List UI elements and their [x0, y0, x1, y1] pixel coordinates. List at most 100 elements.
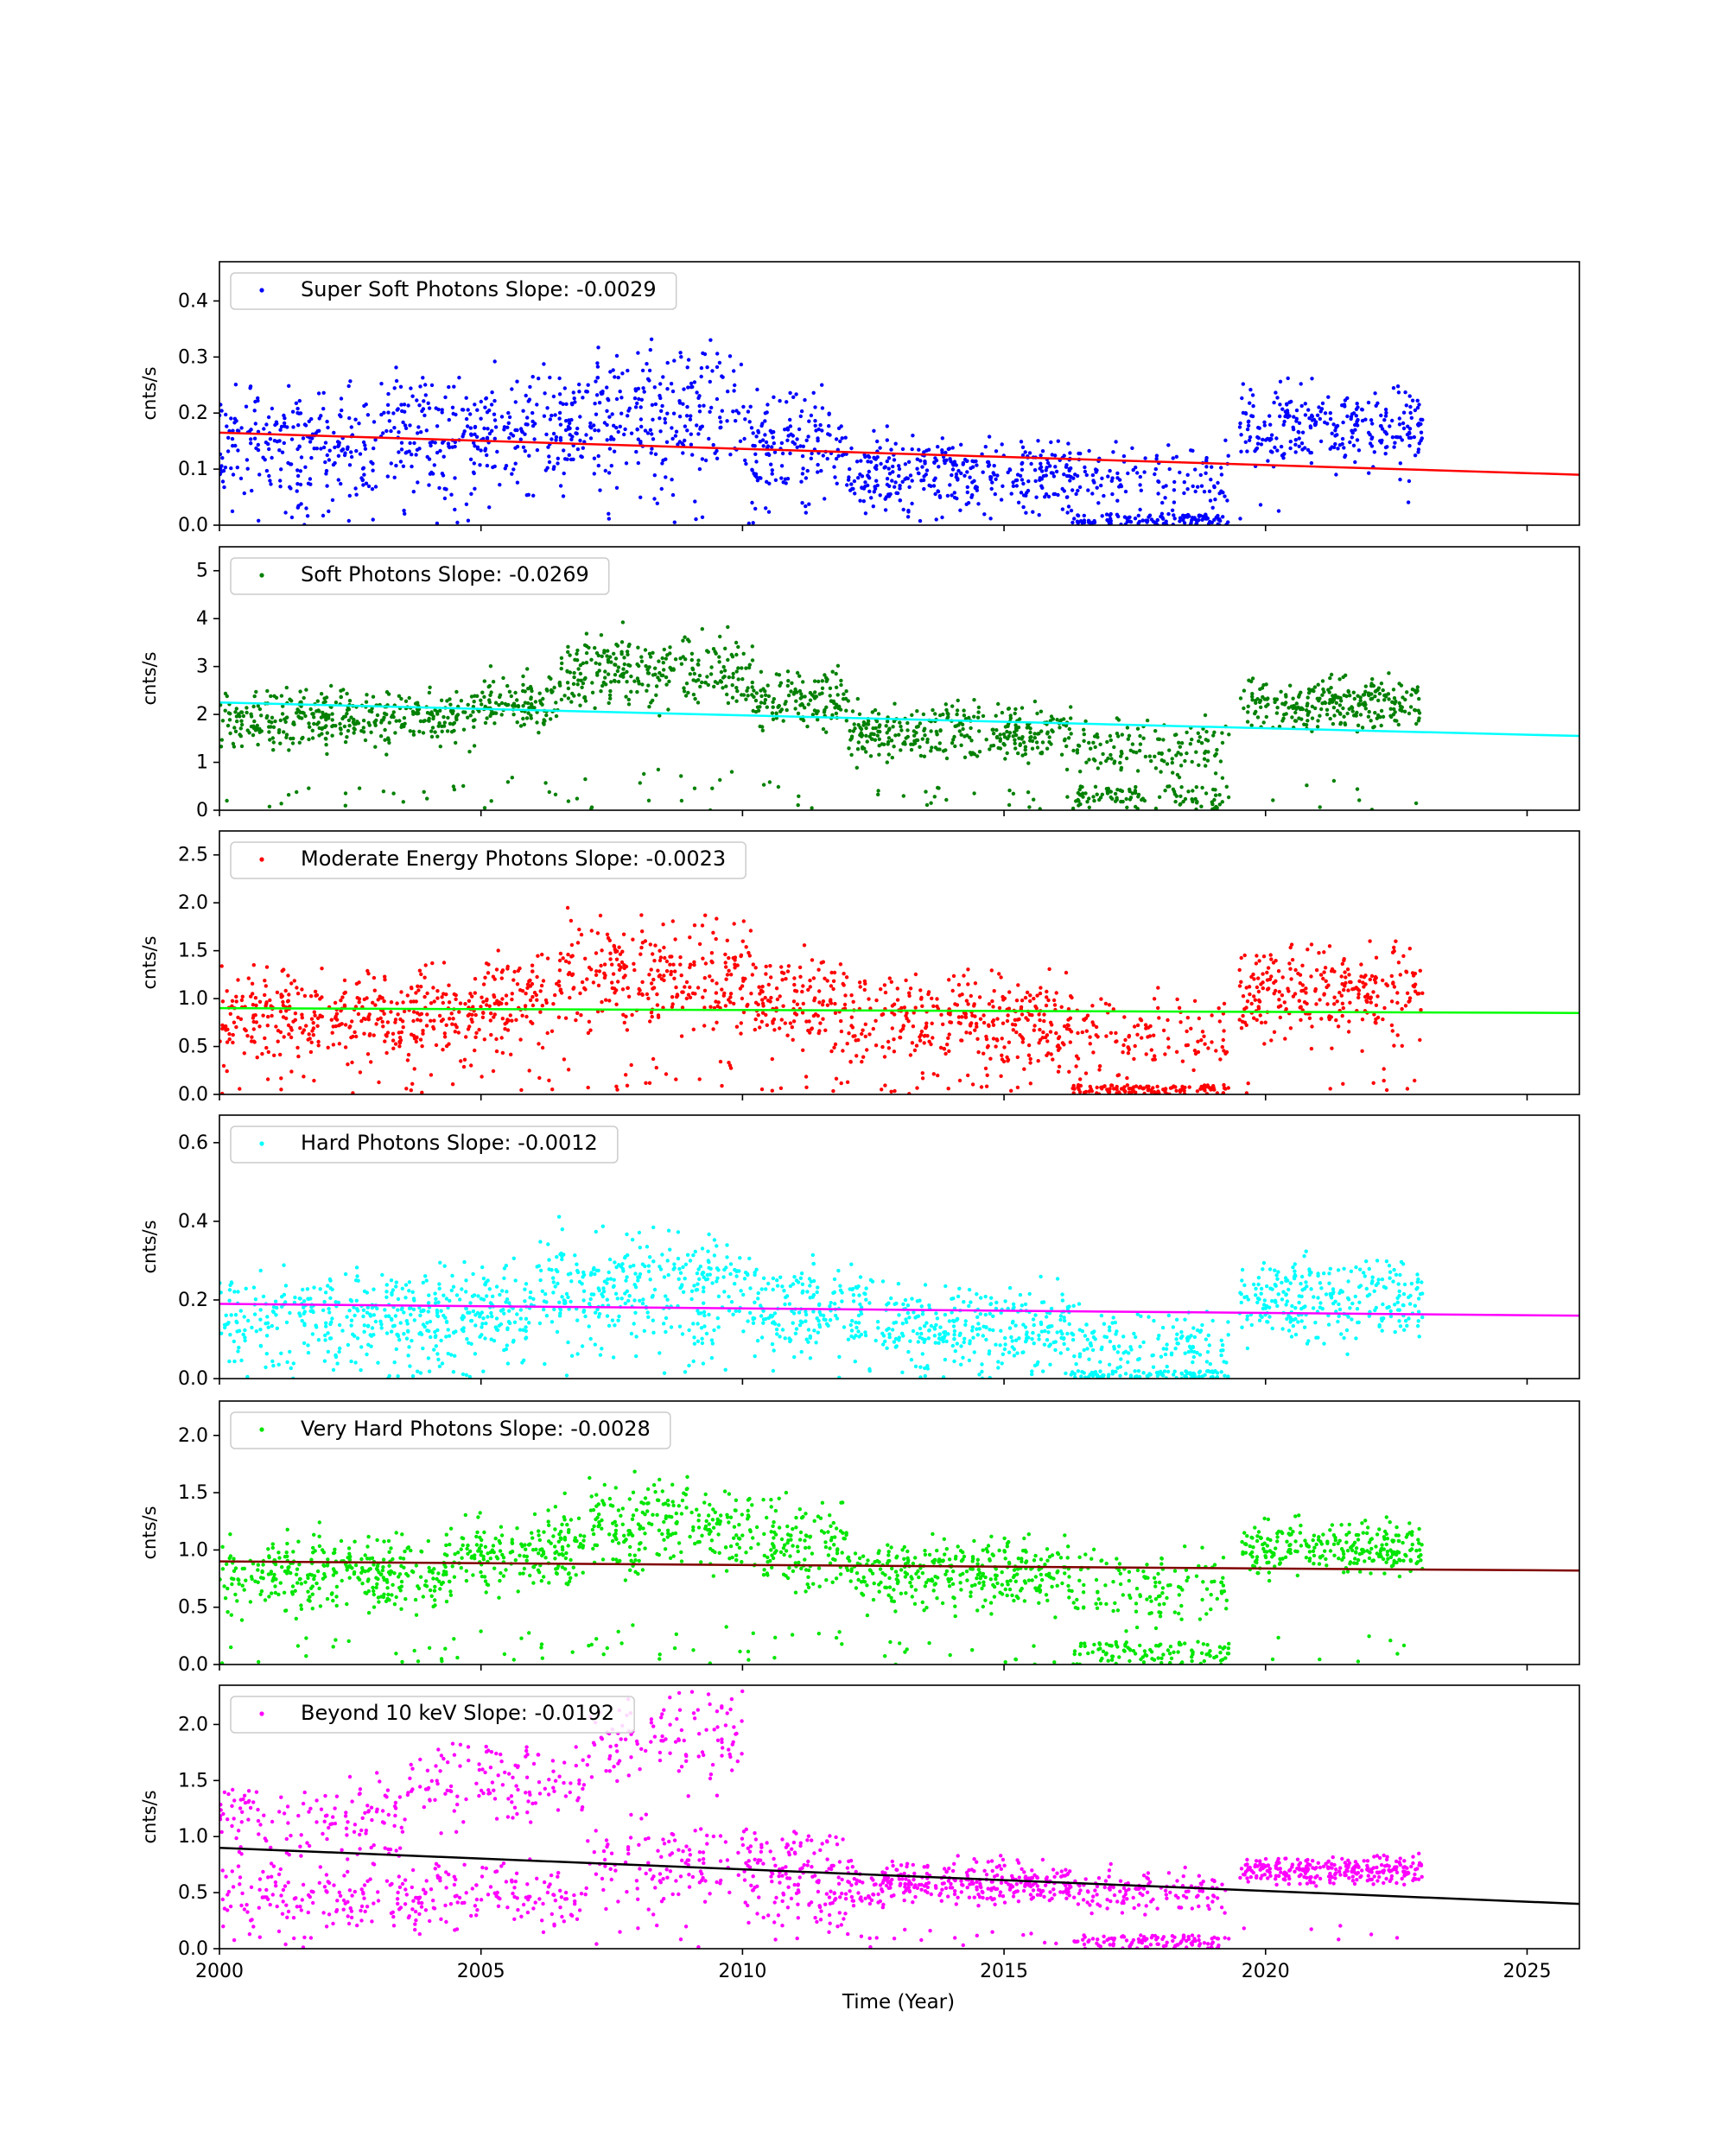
data-point — [291, 721, 295, 726]
data-point — [480, 702, 484, 707]
data-point — [405, 1058, 410, 1062]
data-point — [1407, 711, 1412, 716]
data-point — [646, 683, 651, 688]
data-point — [990, 480, 994, 485]
data-point — [886, 492, 891, 497]
data-point — [220, 1023, 225, 1028]
data-point — [624, 461, 629, 466]
data-point — [297, 398, 302, 403]
data-point — [619, 411, 624, 415]
data-point — [1402, 709, 1407, 713]
data-point — [301, 710, 305, 715]
data-point — [750, 973, 754, 977]
data-point — [384, 1050, 389, 1056]
data-point — [227, 718, 232, 722]
data-point — [1398, 461, 1403, 466]
data-point — [567, 961, 571, 965]
data-point — [399, 441, 404, 445]
data-point — [1044, 491, 1049, 497]
data-point — [327, 458, 332, 462]
data-point — [800, 453, 805, 459]
data-point — [806, 987, 810, 992]
data-point — [810, 1026, 814, 1030]
data-point — [499, 1001, 504, 1006]
data-point — [503, 466, 507, 471]
data-point — [221, 1063, 226, 1068]
data-point — [427, 690, 432, 695]
data-point — [831, 1088, 835, 1094]
data-point — [676, 442, 680, 447]
data-point — [994, 449, 999, 453]
data-point — [655, 1003, 660, 1007]
data-point — [663, 955, 667, 961]
data-point — [1239, 449, 1243, 453]
data-point — [795, 1002, 800, 1006]
data-point — [578, 703, 582, 707]
data-point — [1091, 795, 1096, 799]
data-point — [312, 721, 316, 726]
data-point — [770, 468, 774, 472]
data-point — [1178, 470, 1182, 475]
data-point — [1374, 688, 1378, 694]
data-point — [592, 456, 597, 460]
data-point — [1064, 744, 1069, 749]
data-point — [566, 952, 570, 957]
data-point — [797, 674, 802, 678]
data-point — [681, 451, 685, 455]
data-point — [1280, 719, 1285, 723]
data-point — [683, 635, 687, 639]
data-point — [354, 492, 359, 497]
data-point — [417, 403, 422, 408]
data-point — [1202, 1083, 1207, 1088]
data-point — [742, 436, 746, 441]
data-point — [1011, 480, 1015, 485]
data-point — [740, 939, 745, 943]
data-point — [1066, 504, 1071, 509]
data-point — [594, 973, 599, 978]
data-point — [474, 434, 480, 439]
data-point — [806, 702, 810, 707]
data-point — [821, 1017, 825, 1021]
data-point — [1333, 441, 1337, 447]
data-point — [907, 991, 912, 995]
data-point — [629, 431, 634, 435]
data-point — [1250, 692, 1255, 696]
data-point — [679, 662, 684, 666]
data-point — [618, 390, 622, 394]
data-point — [380, 1019, 384, 1024]
data-point — [230, 1004, 234, 1009]
data-point — [610, 962, 614, 967]
data-point — [1013, 711, 1017, 716]
data-point — [670, 1002, 675, 1006]
data-point — [535, 447, 540, 453]
data-point — [1394, 699, 1398, 704]
data-point — [1140, 796, 1146, 801]
data-point — [410, 1081, 415, 1087]
data-point — [544, 432, 549, 437]
data-point — [780, 451, 785, 456]
data-point — [950, 446, 955, 450]
data-point — [922, 1034, 927, 1038]
data-point — [783, 701, 787, 707]
data-point — [671, 962, 676, 967]
data-point — [661, 1005, 665, 1010]
data-point — [626, 697, 631, 702]
data-point — [1167, 748, 1172, 752]
data-point — [936, 785, 940, 790]
data-point — [295, 473, 301, 479]
data-point — [1248, 401, 1252, 405]
data-point — [605, 438, 609, 442]
data-point — [1254, 709, 1258, 714]
data-point — [1407, 394, 1412, 398]
data-point — [484, 396, 489, 401]
data-point — [1013, 707, 1018, 712]
data-point — [1007, 990, 1012, 994]
data-point — [387, 740, 391, 745]
data-point — [1101, 751, 1105, 757]
data-point — [225, 1068, 229, 1074]
data-point — [1193, 489, 1198, 494]
data-point — [765, 1023, 769, 1028]
data-point — [492, 1012, 497, 1017]
data-point — [429, 734, 435, 739]
data-point — [1190, 737, 1194, 742]
